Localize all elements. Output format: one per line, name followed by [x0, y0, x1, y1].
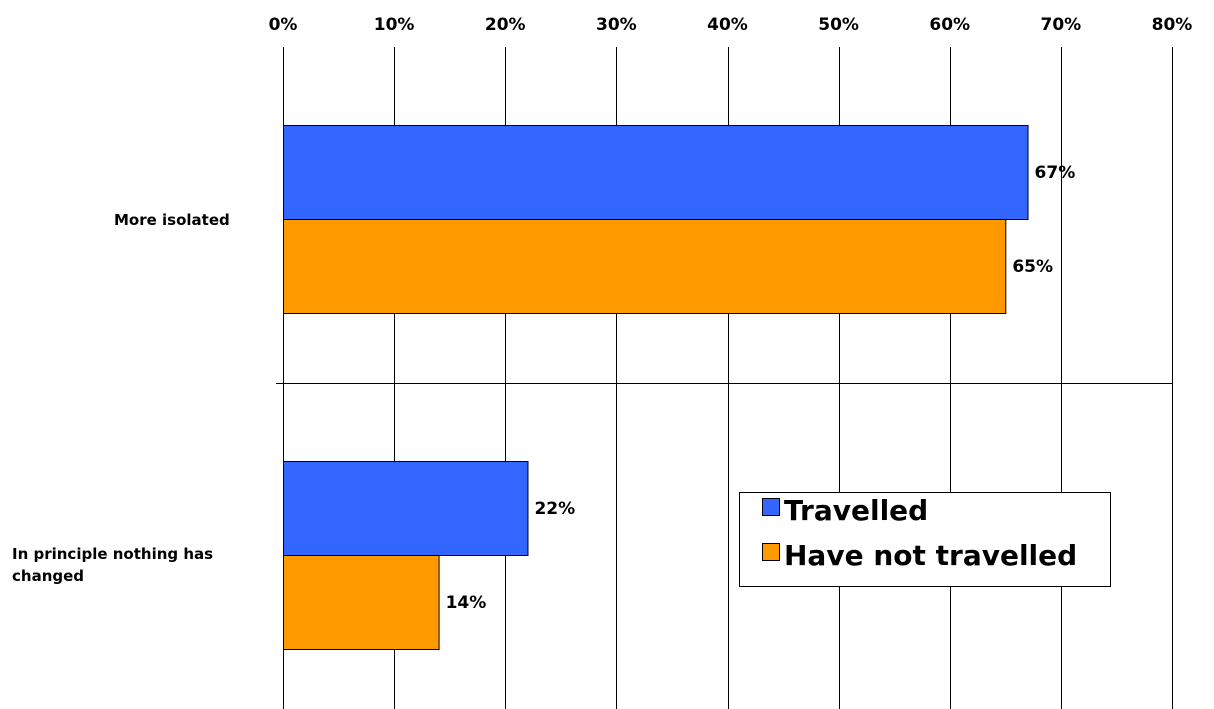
x-tick-label-3: 30% — [596, 15, 637, 35]
legend: Travelled Have not travelled — [739, 492, 1111, 587]
legend-item-travelled: Travelled — [762, 496, 928, 526]
bar-travelled-0 — [283, 125, 1029, 220]
x-tick-label-7: 70% — [1041, 15, 1082, 35]
x-tick-label-2: 20% — [485, 15, 526, 35]
bar-have-not-travelled-0 — [283, 219, 1007, 314]
data-label-travelled-0: 67% — [1035, 163, 1076, 183]
x-tick-label-1: 10% — [374, 15, 415, 35]
x-tick-label-5: 50% — [818, 15, 859, 35]
legend-swatch-travelled — [762, 498, 780, 516]
bar-travelled-1 — [283, 461, 529, 556]
x-tick-label-6: 60% — [929, 15, 970, 35]
data-label-have-not-travelled-1: 14% — [446, 593, 487, 613]
x-tick-label-4: 40% — [707, 15, 748, 35]
legend-item-have-not-travelled: Have not travelled — [762, 541, 1077, 571]
data-label-travelled-1: 22% — [534, 499, 575, 519]
category-label-more-isolated: More isolated — [114, 211, 230, 229]
x-tick-label-8: 80% — [1152, 15, 1193, 35]
legend-label-travelled: Travelled — [784, 494, 929, 527]
data-label-have-not-travelled-0: 65% — [1012, 257, 1053, 277]
category-label-nothing-changed: In principle nothing has changed — [12, 545, 214, 585]
bar-have-not-travelled-1 — [283, 555, 440, 650]
x-tick-label-0: 0% — [269, 15, 298, 35]
legend-label-have-not-travelled: Have not travelled — [784, 539, 1078, 572]
legend-swatch-have-not-travelled — [762, 543, 780, 561]
